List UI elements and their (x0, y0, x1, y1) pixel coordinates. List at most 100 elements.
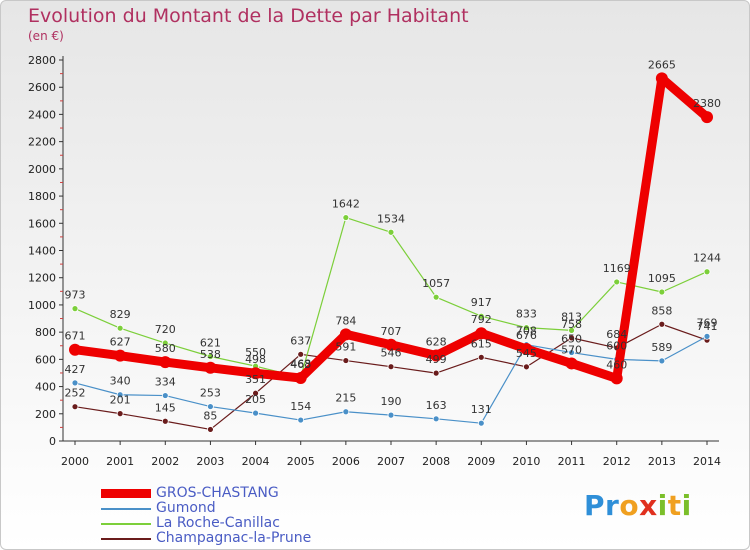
data-label: 1534 (377, 212, 405, 225)
data-label: 917 (471, 296, 492, 309)
data-point (342, 357, 350, 364)
y-tick-label: 2800 (28, 54, 56, 67)
y-tick-label: 2400 (28, 108, 56, 121)
data-point (432, 415, 440, 423)
y-tick-label: 600 (35, 353, 56, 366)
data-label: 545 (516, 347, 537, 360)
data-point (342, 214, 350, 221)
data-point (207, 353, 214, 360)
x-tick-label: 2014 (693, 455, 721, 468)
x-tick-label: 2005 (287, 455, 315, 468)
data-label: 615 (471, 337, 492, 350)
data-point (565, 357, 578, 370)
data-label: 546 (381, 347, 402, 360)
y-tick-label: 1800 (28, 190, 56, 203)
data-point (387, 411, 395, 419)
legend-swatch (101, 489, 151, 498)
x-tick-label: 2006 (332, 455, 360, 468)
x-tick-label: 2002 (151, 455, 179, 468)
y-tick-label: 1000 (28, 299, 56, 312)
data-point (252, 409, 259, 417)
data-point (116, 391, 124, 399)
x-tick-label: 2001 (106, 455, 134, 468)
data-label: 627 (110, 336, 131, 349)
data-point (71, 305, 79, 313)
data-label: 741 (697, 320, 718, 333)
data-point (249, 367, 262, 380)
data-label: 829 (110, 308, 131, 321)
data-label: 784 (335, 314, 356, 327)
data-point (69, 343, 81, 356)
x-tick-label: 2008 (422, 455, 450, 468)
y-tick-label: 800 (35, 326, 56, 339)
legend-swatch (101, 537, 151, 540)
data-point (297, 350, 305, 358)
data-label: 720 (155, 323, 176, 336)
data-point (159, 356, 172, 369)
data-label: 758 (561, 318, 582, 331)
legend-label: Gumond (156, 500, 216, 516)
data-label: 460 (606, 358, 627, 371)
y-tick-label: 1600 (28, 217, 56, 230)
data-point (339, 328, 352, 341)
data-point (204, 361, 217, 374)
data-label: 769 (697, 316, 718, 329)
legend-item: GROS-CHASTANG (101, 486, 311, 501)
data-label: 145 (155, 401, 176, 414)
data-point (568, 334, 575, 342)
legend-label: GROS-CHASTANG (156, 485, 279, 501)
data-label: 589 (651, 341, 672, 354)
data-point (475, 327, 488, 340)
data-point (342, 408, 350, 416)
data-point (297, 416, 305, 424)
data-label: 499 (426, 353, 447, 366)
data-point (655, 72, 668, 85)
x-tick-label: 2000 (61, 455, 89, 468)
data-point (116, 324, 124, 332)
data-label: 252 (65, 387, 86, 400)
data-label: 334 (155, 376, 176, 389)
data-label: 684 (606, 328, 627, 341)
data-point (387, 363, 395, 371)
legend-item: La Roche-Canillac (101, 516, 311, 531)
data-label: 671 (65, 330, 86, 343)
legend-label: Champagnac-la-Prune (156, 530, 312, 546)
x-tick-label: 2011 (558, 455, 586, 468)
x-tick-label: 2013 (648, 455, 676, 468)
data-label: 708 (516, 325, 537, 338)
y-tick-label: 1400 (28, 245, 56, 258)
data-point (252, 389, 259, 397)
data-label: 792 (471, 313, 492, 326)
legend-swatch (101, 522, 151, 525)
proxiti-logo: Proxiti (584, 489, 692, 522)
data-point (207, 426, 214, 433)
data-label: 1095 (648, 272, 676, 285)
data-label: 676 (516, 329, 537, 342)
y-tick-label: 2200 (28, 136, 56, 149)
data-label: 340 (110, 375, 131, 388)
data-label: 2380 (693, 97, 721, 110)
data-point (430, 349, 443, 362)
data-label: 2665 (648, 58, 676, 71)
data-label: 570 (561, 343, 582, 356)
data-point (207, 403, 214, 410)
data-point (477, 312, 485, 320)
data-point (613, 278, 621, 286)
data-point (161, 417, 169, 425)
data-point (71, 403, 79, 411)
data-point (116, 410, 124, 418)
data-label: 621 (200, 336, 221, 349)
legend-swatch (101, 507, 151, 510)
data-label: 85 (203, 409, 217, 422)
data-label: 351 (245, 373, 266, 386)
data-label: 707 (381, 325, 402, 338)
x-tick-label: 2009 (467, 455, 495, 468)
data-point (523, 324, 530, 332)
legend-label: La Roche-Canillac (156, 515, 280, 531)
y-tick-label: 1200 (28, 272, 56, 285)
data-label: 201 (110, 394, 131, 407)
data-label: 833 (516, 308, 537, 321)
data-point (610, 372, 623, 385)
